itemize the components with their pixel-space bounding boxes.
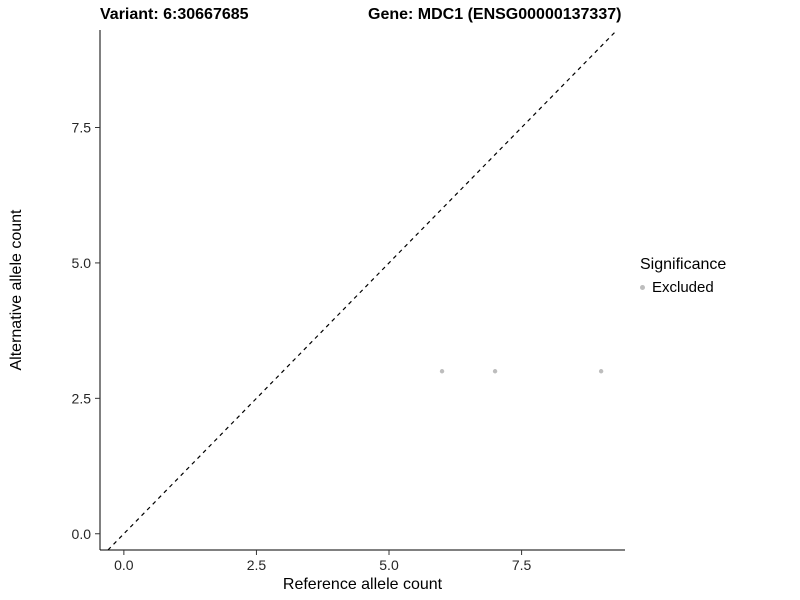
x-tick-label: 2.5 (247, 557, 267, 573)
gene-title: Gene: MDC1 (ENSG00000137337) (368, 6, 622, 23)
identity-line (107, 29, 618, 551)
legend-key-dot (640, 285, 645, 290)
legend-entry: Excluded (640, 279, 726, 296)
x-tick-label: 7.5 (512, 557, 532, 573)
x-axis-label: Reference allele count (282, 576, 443, 593)
x-tick-label: 5.0 (379, 557, 399, 573)
x-tick-label: 0.0 (114, 557, 134, 573)
y-tick-label: 5.0 (72, 255, 92, 271)
y-axis-label: Alternative allele count (8, 209, 25, 371)
data-point (492, 369, 498, 374)
y-tick-label: 0.0 (72, 526, 92, 542)
y-tick-label: 7.5 (72, 120, 92, 136)
legend-entries: Excluded (640, 279, 726, 296)
legend-entry-label: Excluded (652, 279, 714, 296)
legend-title: Significance (640, 256, 727, 273)
data-point (439, 369, 445, 374)
data-point (598, 369, 604, 374)
legend: Significance Excluded (640, 256, 726, 296)
y-tick-label: 2.5 (72, 390, 92, 406)
variant-title: Variant: 6:30667685 (100, 6, 249, 23)
